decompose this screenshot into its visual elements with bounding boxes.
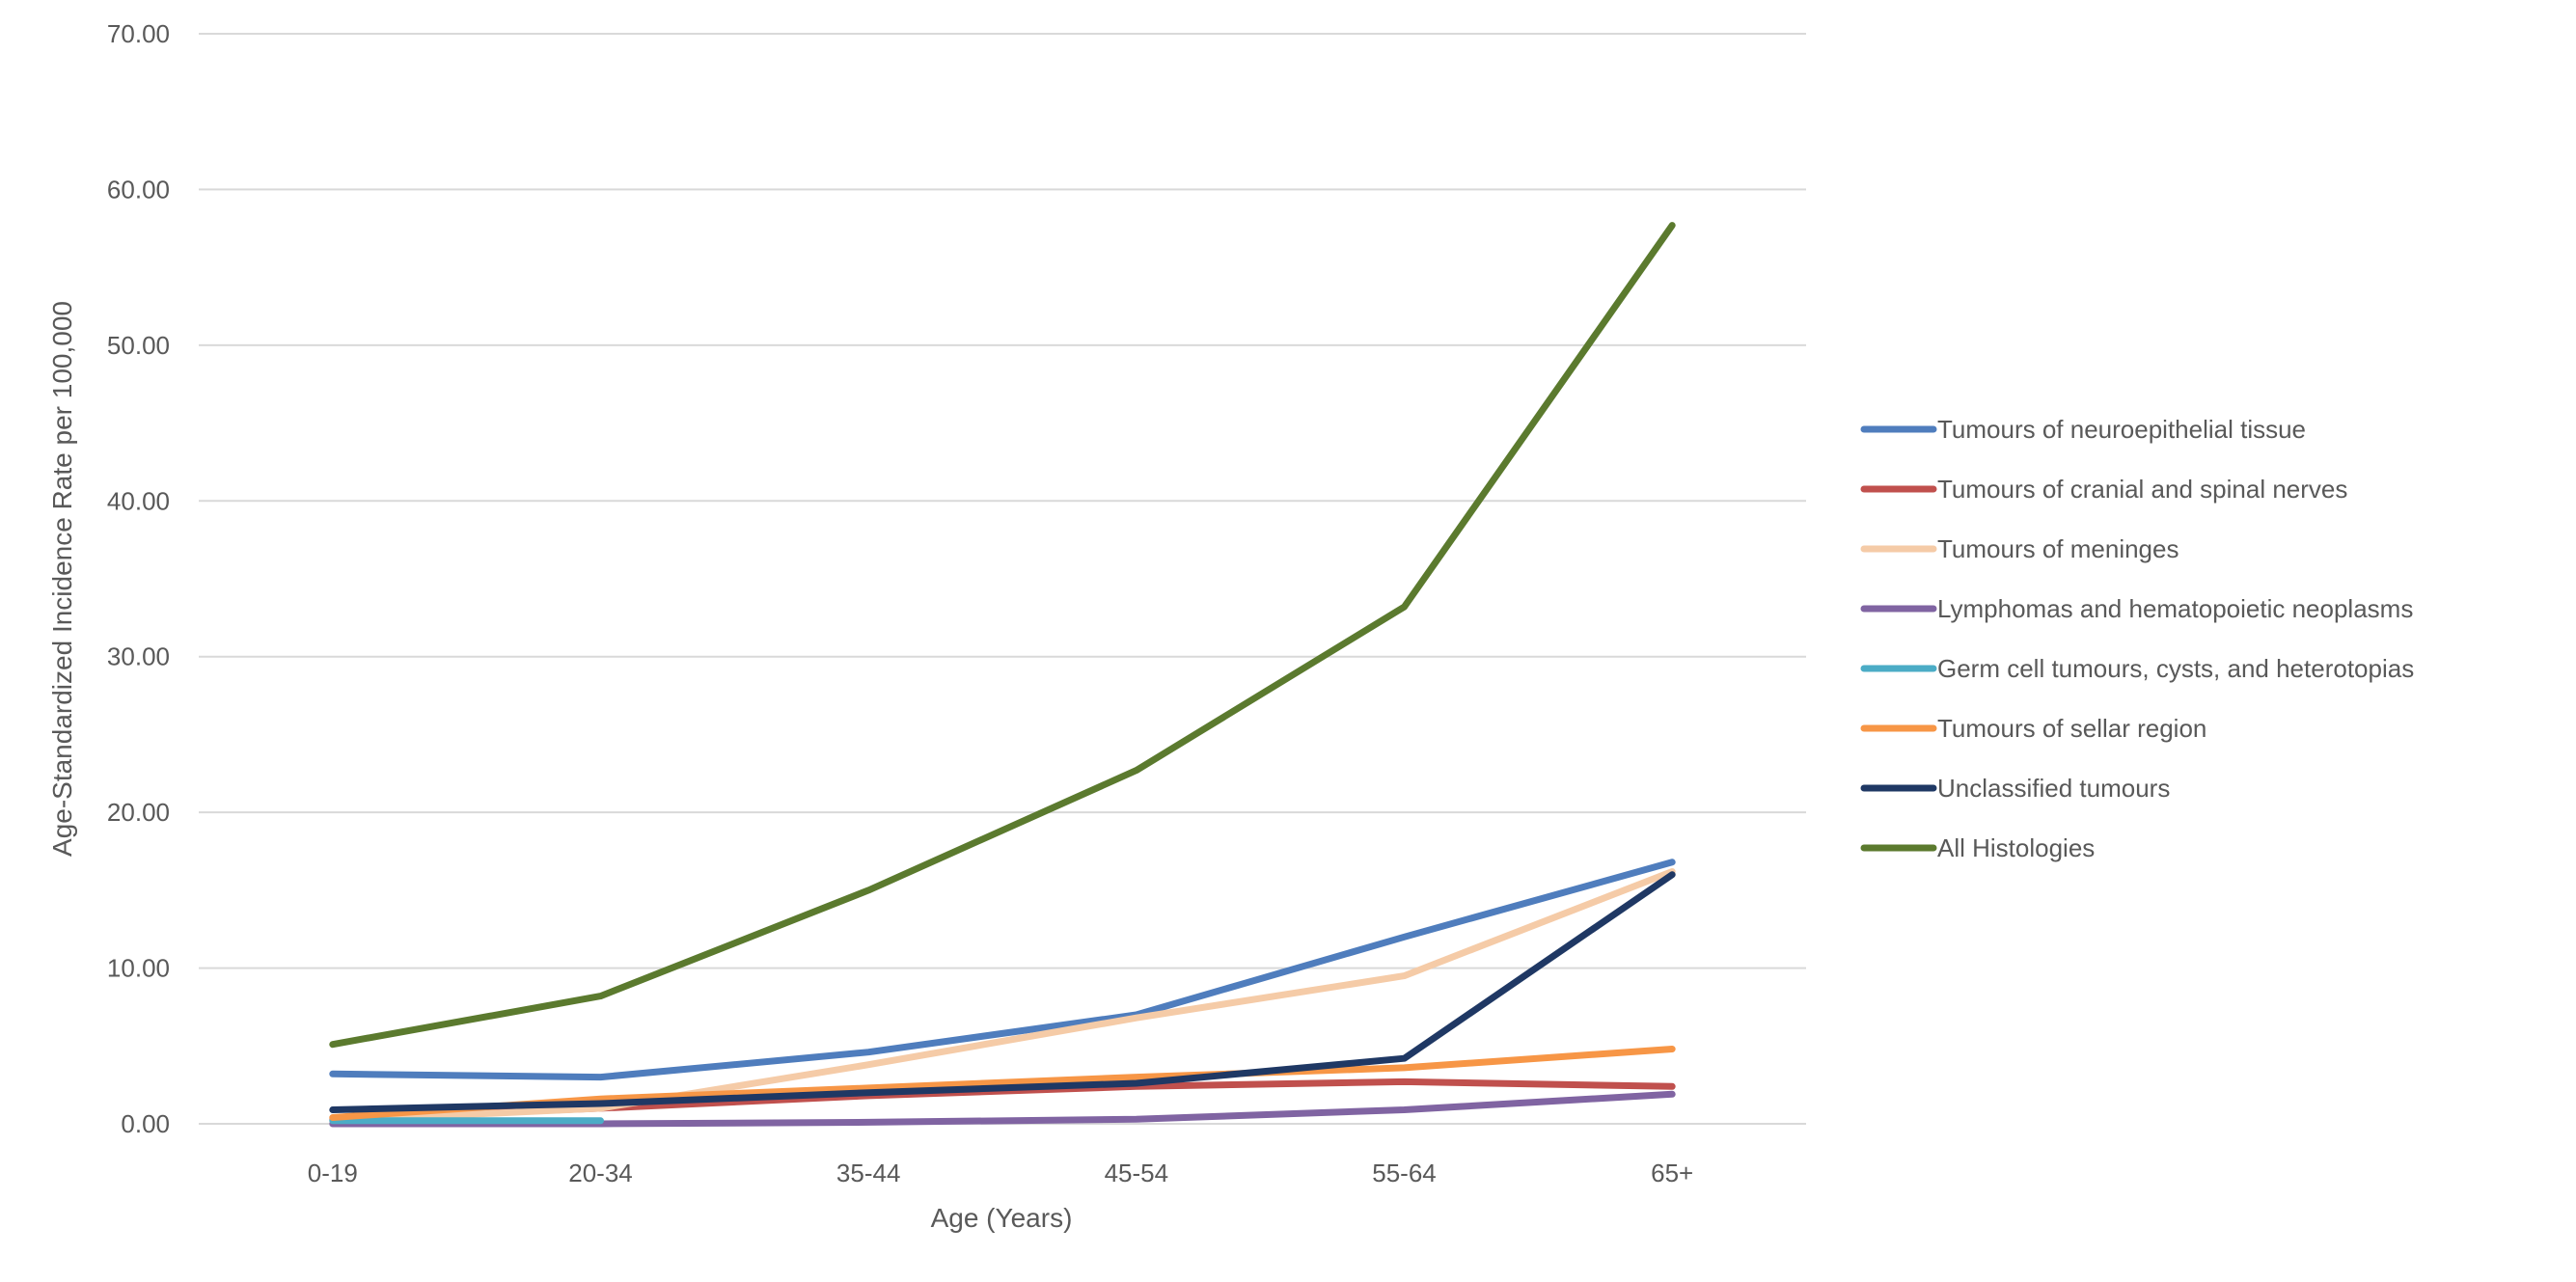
legend-label: Germ cell tumours, cysts, and heterotopi… bbox=[1937, 654, 2414, 683]
series-line-7 bbox=[329, 222, 1676, 1049]
x-tick-label: 45-54 bbox=[1105, 1159, 1169, 1187]
x-tick-label: 65+ bbox=[1651, 1159, 1693, 1187]
x-axis-ticks: 0-19 20-34 35-44 45-54 55-64 65+ bbox=[308, 1159, 1693, 1187]
legend-item: Tumours of cranial and spinal nerves bbox=[1860, 475, 2347, 504]
series-line-2 bbox=[329, 868, 1676, 1125]
legend-item: Tumours of neuroepithelial tissue bbox=[1860, 415, 2306, 444]
y-tick-label: 50.00 bbox=[107, 331, 170, 360]
x-tick-label: 35-44 bbox=[836, 1159, 901, 1187]
legend-label: All Histologies bbox=[1937, 833, 2095, 862]
y-tick-label: 70.00 bbox=[107, 19, 170, 48]
x-axis-title: Age (Years) bbox=[931, 1203, 1073, 1233]
legend-label: Unclassified tumours bbox=[1937, 774, 2170, 803]
x-tick-label: 20-34 bbox=[568, 1159, 633, 1187]
series-line-6 bbox=[329, 871, 1676, 1113]
legend-label: Tumours of cranial and spinal nerves bbox=[1937, 475, 2347, 504]
legend-item: Lymphomas and hematopoietic neoplasms bbox=[1860, 594, 2413, 623]
y-axis-title: Age-Standardized Incidence Rate per 100,… bbox=[47, 301, 77, 857]
y-tick-label: 60.00 bbox=[107, 175, 170, 204]
legend-item: Germ cell tumours, cysts, and heterotopi… bbox=[1860, 654, 2414, 683]
legend-item: Tumours of sellar region bbox=[1860, 714, 2206, 743]
legend-item: Tumours of meninges bbox=[1860, 534, 2179, 563]
y-axis-ticks: 0.00 10.00 20.00 30.00 40.00 50.00 60.00 70.00 bbox=[107, 19, 170, 1138]
x-tick-label: 55-64 bbox=[1372, 1159, 1437, 1187]
legend-label: Lymphomas and hematopoietic neoplasms bbox=[1937, 594, 2413, 623]
y-tick-label: 20.00 bbox=[107, 798, 170, 827]
series-line-0 bbox=[329, 859, 1676, 1081]
y-tick-label: 0.00 bbox=[121, 1109, 170, 1138]
legend-label: Tumours of sellar region bbox=[1937, 714, 2206, 743]
legend-label: Tumours of meninges bbox=[1937, 534, 2179, 563]
y-tick-label: 40.00 bbox=[107, 486, 170, 515]
legend-item: Unclassified tumours bbox=[1860, 774, 2170, 803]
x-tick-label: 0-19 bbox=[308, 1159, 358, 1187]
y-tick-label: 30.00 bbox=[107, 642, 170, 671]
legend: Tumours of neuroepithelial tissue Tumours… bbox=[1860, 415, 2414, 862]
y-tick-label: 10.00 bbox=[107, 954, 170, 983]
legend-label: Tumours of neuroepithelial tissue bbox=[1937, 415, 2306, 444]
gridlines bbox=[199, 33, 1806, 1125]
legend-item: All Histologies bbox=[1860, 833, 2095, 862]
series-lines bbox=[329, 222, 1676, 1128]
